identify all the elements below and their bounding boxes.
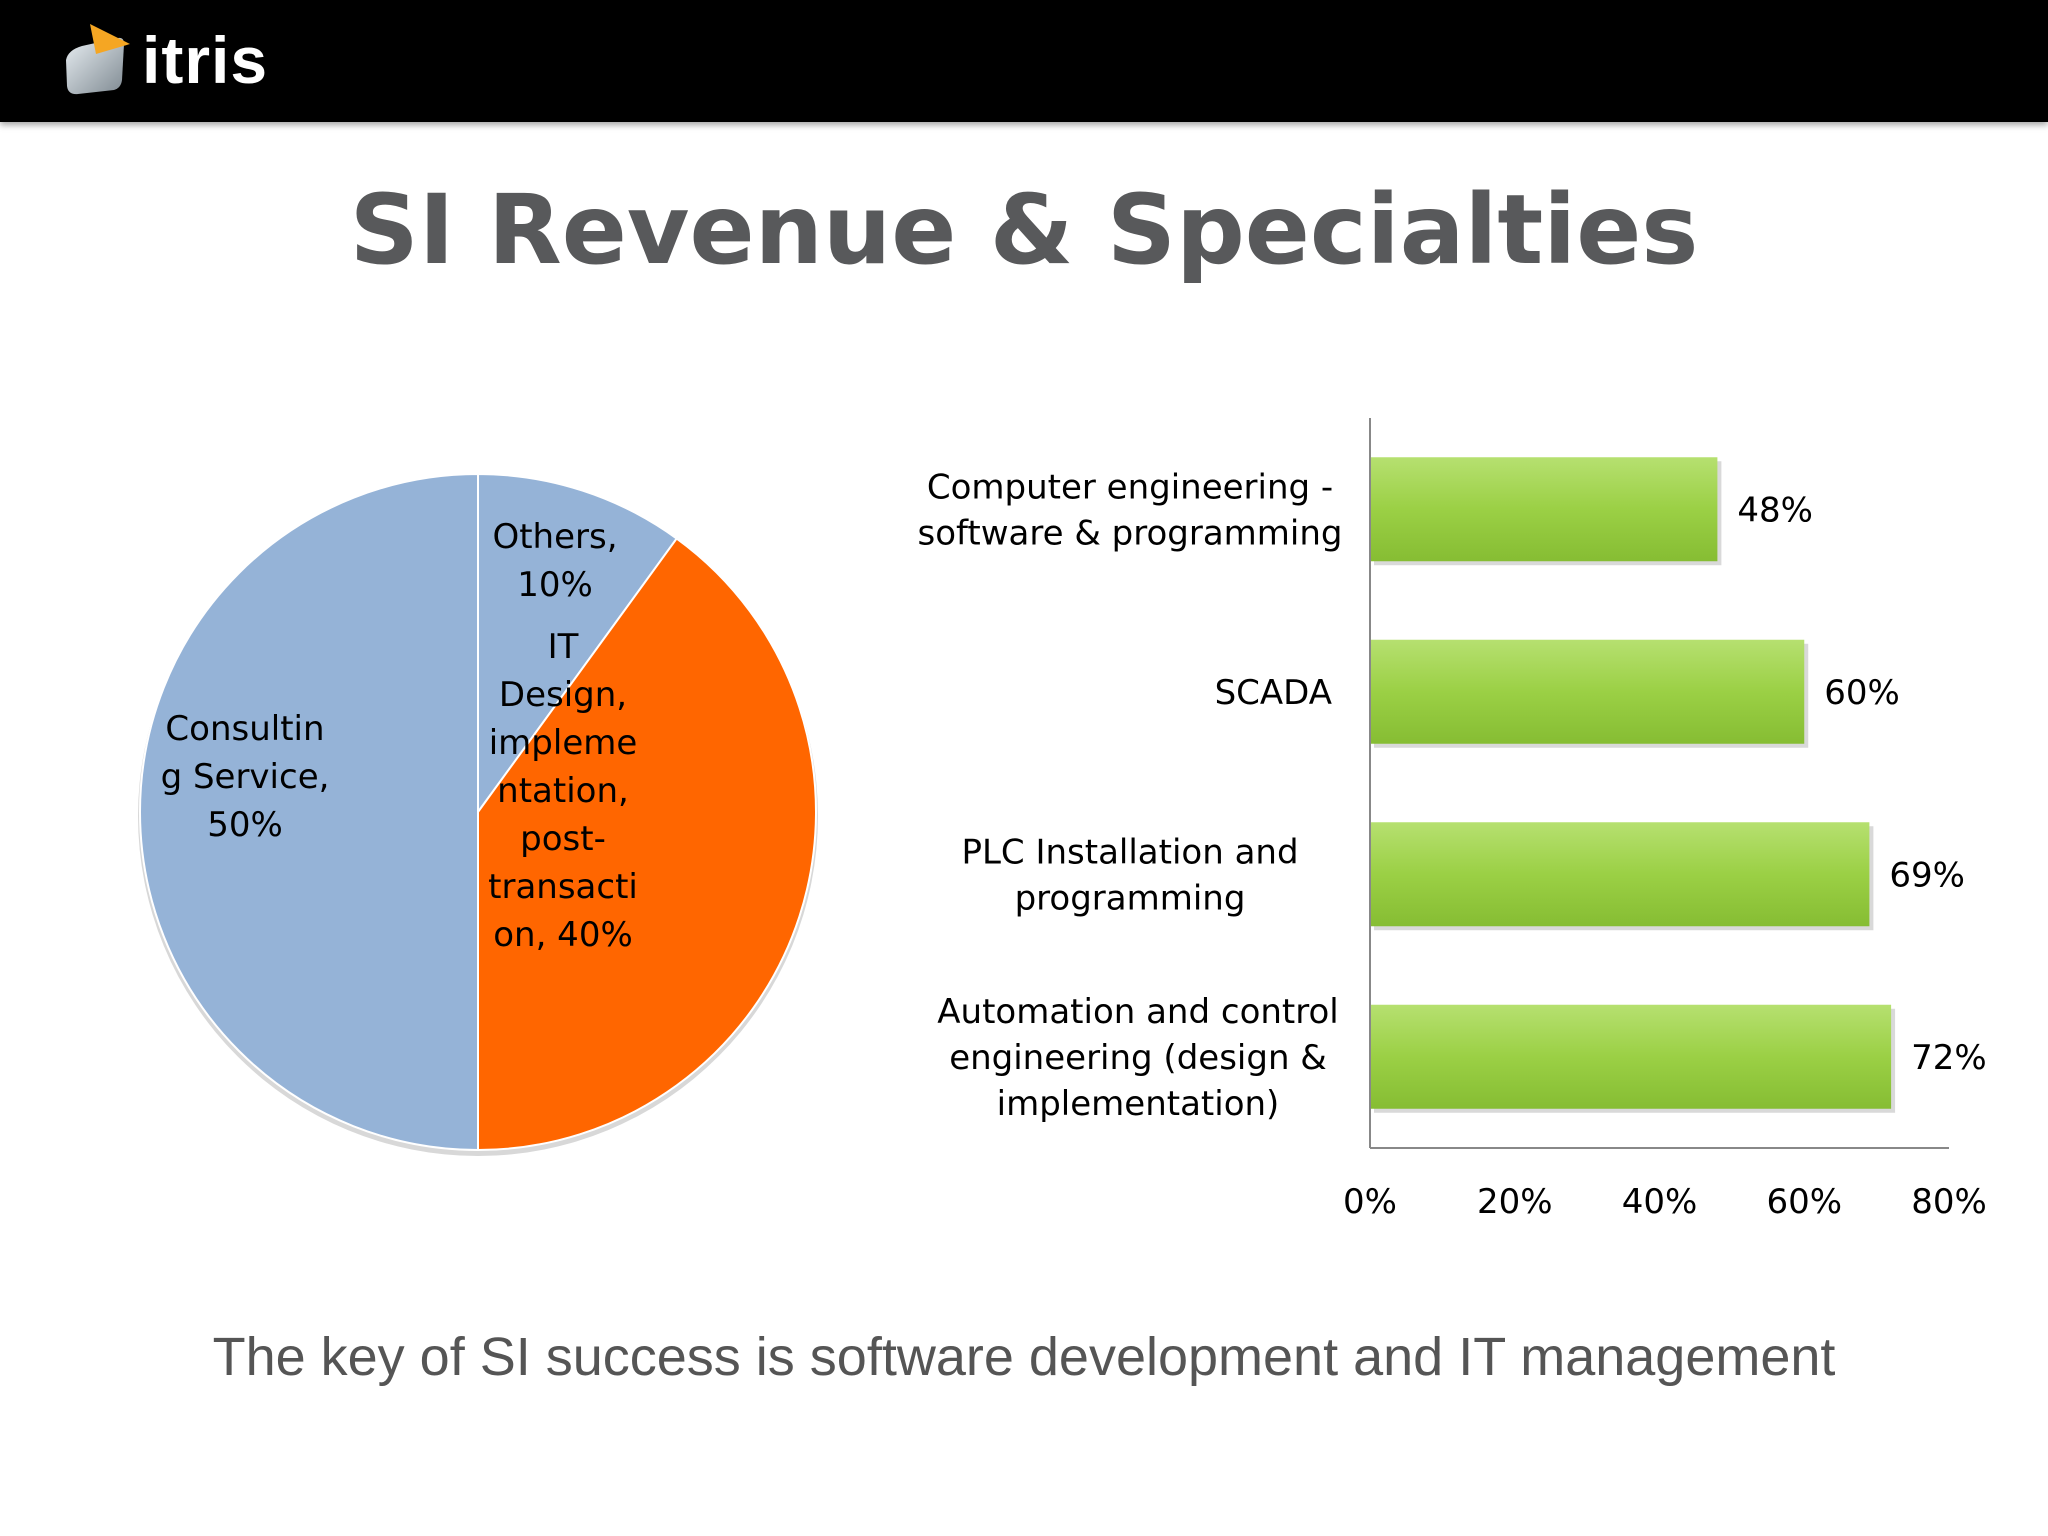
bar-value-label: 60% <box>1824 673 1900 713</box>
header-bar: itris <box>0 0 2048 122</box>
pie-slice-label-line: g Service, <box>161 757 330 797</box>
pie-slice-label-line: IT <box>548 627 579 667</box>
bar-category-label-line: implementation) <box>997 1084 1280 1124</box>
bar-category-label-line: engineering (design & <box>949 1038 1327 1078</box>
pie-slice-label-line: 10% <box>517 565 593 605</box>
bar-category-label: PLC Installation and programming <box>961 832 1298 918</box>
bar-value-label: 72% <box>1911 1038 1987 1078</box>
pie-slice-label-line: Consultin <box>165 709 324 749</box>
itris-logo-icon <box>66 24 130 95</box>
pie-slice-label-line: Others, <box>492 517 617 557</box>
bar-category-label-line: SCADA <box>1215 673 1332 713</box>
caption-text: The key of SI success is software develo… <box>212 1327 1836 1387</box>
x-tick-label: 40% <box>1622 1182 1698 1222</box>
bar-category-label-line: programming <box>1015 878 1246 918</box>
bar-category-label-line: software & programming <box>918 513 1343 553</box>
pie-slice-label: Others, 10% <box>492 517 617 605</box>
x-tick-label: 20% <box>1477 1182 1553 1222</box>
bar-value-label: 69% <box>1889 855 1965 895</box>
bar-category-label: SCADA <box>1215 673 1332 713</box>
pie-slice-label: IT Design, impleme ntation, post-transacti on… <box>488 627 638 955</box>
bar-category-label-line: PLC Installation and <box>961 832 1298 872</box>
pie-slice-label-line: Design, <box>499 675 627 715</box>
bar-chart: 48% Computer engineering - software & prog… <box>918 418 1987 1222</box>
bar <box>1370 1004 1892 1109</box>
x-tick-label: 80% <box>1911 1182 1987 1222</box>
pie-slice-label-line: ntation, <box>497 771 629 811</box>
bar-category-label: Automation and control engineering (desig… <box>937 992 1338 1124</box>
pie-slice-label-line: impleme <box>489 723 638 763</box>
pie-slice-label-line: on, 40% <box>493 915 633 955</box>
bar-category-label: Computer engineering - software & program… <box>918 467 1343 553</box>
x-tick-label: 60% <box>1766 1182 1842 1222</box>
page-title: SI Revenue & Specialties <box>349 174 1699 286</box>
pie-slice <box>477 472 679 816</box>
pie-slice-label-line: transacti <box>488 867 638 907</box>
pie-slice-label-line: post- <box>520 819 606 859</box>
bar-value-label: 48% <box>1737 490 1813 530</box>
x-tick-label: 0% <box>1343 1182 1397 1222</box>
bar-category-label-line: Automation and control <box>937 992 1338 1032</box>
pie-chart: Others, 10% IT Design, impleme ntation, post-t… <box>138 472 818 1156</box>
bar <box>1370 822 1870 927</box>
bar-category-label-line: Computer engineering - <box>927 467 1333 507</box>
bar <box>1370 639 1805 744</box>
pie-slice <box>477 537 817 1152</box>
pie-slice <box>139 472 479 1152</box>
bar <box>1370 457 1718 562</box>
pie-slice-label-line: 50% <box>207 805 283 845</box>
pie-slice-label: Consultin g Service, 50% <box>161 709 330 845</box>
logo-text: itris <box>142 23 269 97</box>
